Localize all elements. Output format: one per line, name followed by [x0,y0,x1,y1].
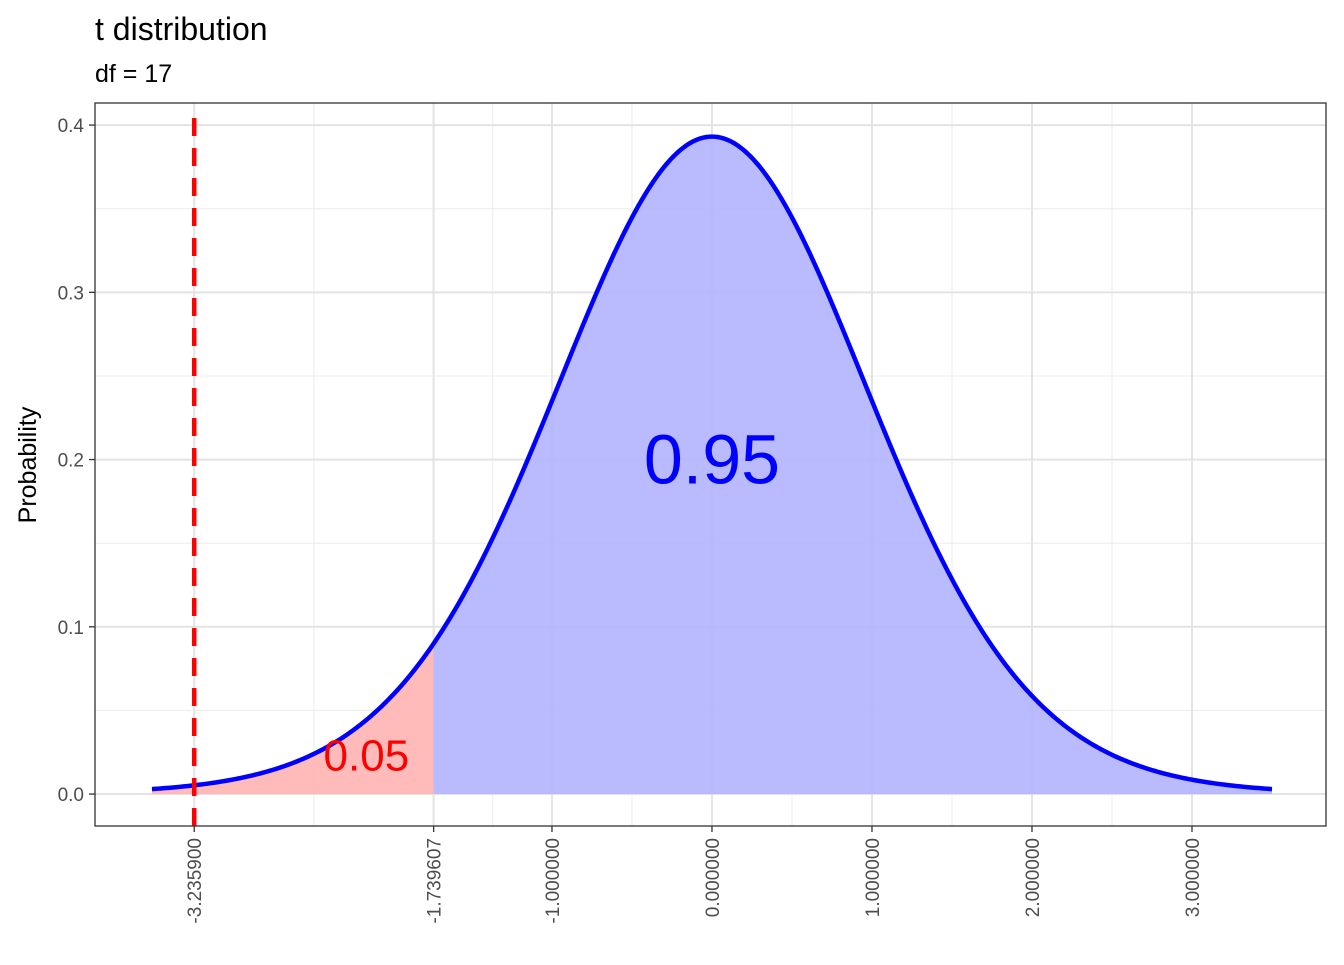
chart-title: t distribution [95,11,268,47]
x-tick-label: -3.235900 [185,838,206,924]
region-label: 0.05 [324,732,410,781]
y-tick-label: 0.0 [58,785,84,806]
y-tick-label: 0.2 [58,451,84,472]
x-tick-label: 2.000000 [1023,838,1044,917]
density-curve [151,134,1273,792]
y-axis-label: Probability [14,406,42,523]
panel-border [94,102,1327,827]
y-tick-label: 0.4 [58,116,85,137]
x-tick-label: 3.000000 [1183,838,1204,917]
y-tick-label: 0.3 [58,283,84,304]
x-tick-label: -1.739607 [425,838,446,924]
chart-subtitle: df = 17 [95,60,172,88]
x-tick-label: -1.000000 [543,838,564,924]
x-tick-label: 1.000000 [863,838,884,917]
y-tick-label: 0.1 [58,618,84,639]
x-tick-label: 0.000000 [703,838,724,917]
region-label: 0.95 [644,421,780,499]
region-area-0.95 [433,136,1272,795]
region-area-0.05 [151,643,434,795]
